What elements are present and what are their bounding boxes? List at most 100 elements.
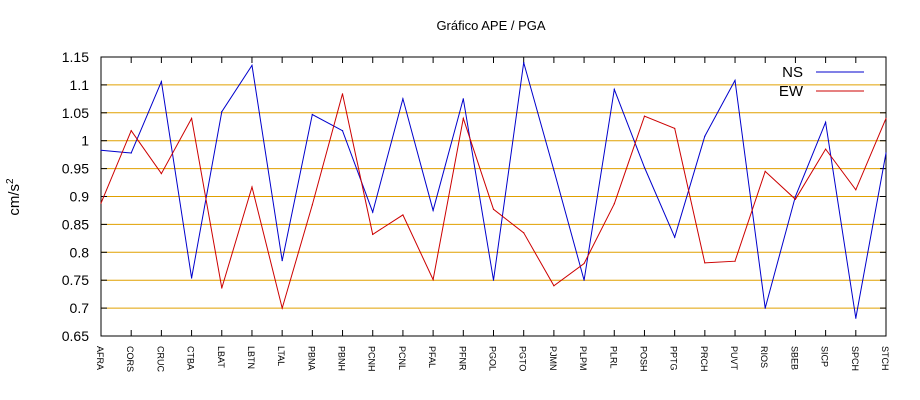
x-tick-label: PRCH [699, 346, 709, 372]
data-point [492, 208, 495, 210]
data-point [311, 204, 313, 206]
x-tick-label: PBNH [337, 346, 347, 371]
y-tick-label: 0.65 [62, 328, 89, 344]
data-point [523, 232, 525, 234]
x-tick-label: SICP [820, 346, 830, 367]
x-tick-label: POSH [638, 346, 648, 372]
y-axis-label-text: cm/s [6, 184, 23, 216]
x-tick-label: CTBA [186, 346, 196, 370]
x-tick-label: AFRA [95, 346, 105, 370]
data-point [190, 277, 193, 279]
data-point [885, 152, 887, 154]
x-axis-ticks: AFRA CORS CRUC CTBA LBAT LBTN LTAL PBNA PBNH PCNH… [95, 57, 890, 372]
y-tick-label: 1.1 [70, 77, 90, 93]
data-point [100, 149, 102, 151]
y-tick-label: 0.85 [62, 216, 89, 232]
data-point [794, 198, 797, 200]
data-point [643, 166, 646, 169]
x-tick-label: SPCH [850, 346, 860, 371]
x-tick-label: RIOS [759, 346, 769, 368]
y-tick-label: 0.7 [70, 300, 90, 316]
x-tick-label: STCH [880, 346, 890, 371]
data-point [674, 127, 676, 130]
data-point [221, 287, 223, 289]
y-axis-ticks: 0.65 0.7 0.75 0.8 0.85 0.9 0.95 1 1.05 1.1 1.15 [62, 49, 886, 344]
x-tick-label: CORS [125, 346, 135, 372]
data-point [402, 98, 404, 100]
data-point [674, 236, 676, 238]
data-point [583, 262, 585, 265]
data-point [281, 307, 283, 309]
data-point [704, 135, 706, 137]
data-point [734, 79, 736, 82]
data-point [825, 121, 827, 123]
data-point [492, 279, 495, 281]
y-tick-label: 0.8 [70, 244, 90, 260]
data-point [432, 209, 434, 212]
data-point [553, 285, 555, 287]
y-tick-label: 0.95 [62, 161, 89, 177]
chart-title: Gráfico APE / PGA [436, 18, 545, 33]
x-tick-label: PJMN [548, 346, 558, 371]
x-tick-label: PLRL [608, 346, 618, 369]
data-point [311, 113, 313, 116]
legend-label: NS [782, 64, 803, 81]
data-point [855, 317, 857, 319]
data-point [432, 279, 434, 281]
data-point [402, 214, 404, 216]
data-point [462, 98, 464, 100]
data-point [251, 64, 253, 66]
data-point [613, 203, 615, 205]
x-tick-label: CRUC [155, 346, 165, 372]
x-tick-label: LBTN [246, 346, 256, 369]
data-point [523, 61, 525, 64]
x-tick-label: LTAL [276, 346, 286, 366]
data-point [643, 115, 646, 117]
data-point [251, 186, 253, 188]
data-point [341, 130, 344, 132]
x-tick-label: PCNH [367, 346, 377, 372]
x-tick-label: SBEB [789, 346, 799, 370]
y-tick-label: 1 [81, 133, 89, 149]
x-tick-label: PPTG [669, 346, 679, 371]
x-tick-label: PFNR [457, 346, 467, 371]
data-point [372, 211, 374, 213]
y-axis-label-superscript: 2 [5, 178, 16, 184]
x-tick-label: PFAL [427, 346, 437, 368]
data-point [794, 195, 797, 198]
data-point [825, 148, 827, 150]
y-tick-label: 1.15 [62, 49, 89, 65]
data-point [734, 260, 736, 262]
x-tick-label: PLPM [578, 346, 588, 371]
data-point [190, 117, 193, 119]
data-point [281, 260, 283, 262]
data-point [764, 170, 766, 172]
data-point [372, 233, 374, 236]
plot-frame [100, 56, 887, 337]
legend-label: EW [779, 83, 804, 100]
x-tick-label: LBAT [216, 346, 226, 368]
y-tick-label: 0.9 [70, 189, 90, 205]
data-point [160, 173, 162, 175]
y-axis-label: cm/s2 [5, 178, 23, 216]
data-point [613, 88, 615, 90]
x-tick-label: PGOL [488, 346, 498, 371]
data-point [341, 93, 344, 95]
data-point [130, 152, 132, 154]
data-point [462, 117, 464, 119]
data-point [704, 262, 706, 264]
data-point [764, 307, 766, 309]
x-tick-label: PUVT [729, 346, 739, 371]
data-point [855, 189, 857, 191]
data-point [553, 169, 555, 171]
x-tick-label: PCNL [397, 346, 407, 370]
data-point [130, 130, 132, 132]
grid-lines [101, 84, 886, 309]
legend: NS EW [779, 64, 864, 100]
data-point [100, 202, 102, 204]
x-tick-label: PBNA [306, 346, 316, 371]
series-lines [100, 61, 887, 319]
y-tick-label: 1.05 [62, 105, 89, 121]
data-point [885, 117, 887, 119]
